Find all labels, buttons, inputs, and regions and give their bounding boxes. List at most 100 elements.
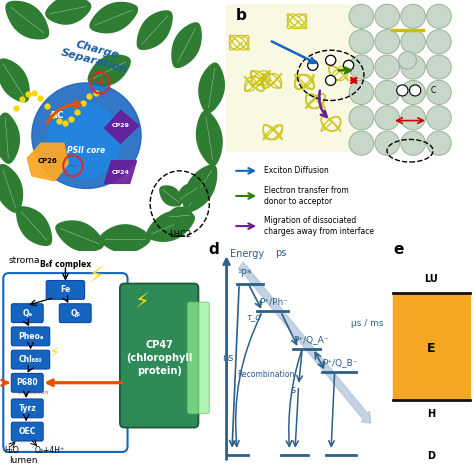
Text: Migration of dissociated
charges away from interface: Migration of dissociated charges away fr… bbox=[264, 217, 374, 236]
Circle shape bbox=[427, 30, 451, 54]
Text: ⚡: ⚡ bbox=[50, 346, 59, 360]
Polygon shape bbox=[0, 164, 22, 212]
Circle shape bbox=[399, 52, 416, 69]
Circle shape bbox=[375, 30, 400, 54]
Polygon shape bbox=[100, 225, 150, 253]
Text: P⁺/Ph⁻: P⁺/Ph⁻ bbox=[259, 298, 288, 307]
Circle shape bbox=[349, 106, 374, 130]
Circle shape bbox=[349, 81, 374, 104]
Circle shape bbox=[349, 131, 374, 155]
Polygon shape bbox=[197, 111, 222, 165]
Circle shape bbox=[401, 55, 425, 79]
Text: Excitation: Excitation bbox=[18, 390, 49, 395]
Polygon shape bbox=[172, 23, 201, 67]
Text: ¹P*: ¹P* bbox=[237, 269, 252, 279]
Polygon shape bbox=[6, 1, 48, 39]
Circle shape bbox=[349, 30, 374, 54]
Text: D: D bbox=[428, 451, 435, 461]
Circle shape bbox=[349, 55, 374, 79]
Text: H₂O: H₂O bbox=[4, 446, 19, 455]
Text: Qᵦ: Qᵦ bbox=[70, 309, 80, 318]
FancyBboxPatch shape bbox=[3, 273, 128, 452]
Text: Chl₆₈₀: Chl₆₈₀ bbox=[19, 355, 42, 364]
Text: Recombination: Recombination bbox=[237, 370, 295, 379]
FancyBboxPatch shape bbox=[11, 350, 50, 369]
Circle shape bbox=[375, 106, 400, 130]
Circle shape bbox=[326, 75, 336, 85]
Text: ⚡: ⚡ bbox=[135, 292, 149, 312]
Circle shape bbox=[410, 85, 421, 96]
Text: ns: ns bbox=[222, 353, 234, 363]
Circle shape bbox=[427, 81, 451, 104]
Circle shape bbox=[375, 81, 400, 104]
Text: stroma: stroma bbox=[9, 255, 40, 264]
Ellipse shape bbox=[32, 83, 141, 188]
Polygon shape bbox=[199, 63, 224, 113]
Circle shape bbox=[344, 60, 354, 70]
FancyBboxPatch shape bbox=[11, 422, 43, 441]
Circle shape bbox=[397, 85, 408, 96]
Circle shape bbox=[326, 55, 336, 65]
Circle shape bbox=[427, 106, 451, 130]
Circle shape bbox=[427, 131, 451, 155]
Polygon shape bbox=[0, 113, 19, 163]
Text: PSII core: PSII core bbox=[67, 146, 106, 155]
Text: s: s bbox=[291, 385, 296, 395]
Text: H: H bbox=[427, 409, 436, 419]
Circle shape bbox=[308, 60, 318, 70]
Polygon shape bbox=[184, 165, 217, 212]
Text: LU: LU bbox=[424, 273, 438, 283]
Text: −: − bbox=[67, 159, 79, 173]
Text: LHC2: LHC2 bbox=[169, 230, 191, 239]
Polygon shape bbox=[56, 221, 103, 251]
Polygon shape bbox=[105, 110, 139, 143]
Text: E: E bbox=[427, 342, 436, 355]
Text: Electron transfer from
donor to acceptor: Electron transfer from donor to acceptor bbox=[264, 186, 349, 206]
Text: OEC: OEC bbox=[18, 427, 36, 436]
Text: CP47
(chlorophyll
protein): CP47 (chlorophyll protein) bbox=[126, 340, 192, 376]
Polygon shape bbox=[46, 0, 91, 24]
Polygon shape bbox=[137, 11, 172, 49]
Text: e: e bbox=[393, 242, 403, 257]
Text: Fe: Fe bbox=[60, 285, 71, 294]
Text: lumen: lumen bbox=[9, 456, 37, 465]
Text: O₂+4H⁺: O₂+4H⁺ bbox=[35, 446, 65, 455]
Circle shape bbox=[401, 106, 425, 130]
Text: Energy: Energy bbox=[230, 249, 264, 259]
Text: B₆f complex: B₆f complex bbox=[40, 260, 91, 269]
FancyBboxPatch shape bbox=[11, 399, 43, 418]
Polygon shape bbox=[17, 207, 52, 246]
Text: Qₐ: Qₐ bbox=[22, 309, 32, 318]
Text: P680: P680 bbox=[17, 378, 38, 387]
FancyBboxPatch shape bbox=[120, 283, 199, 428]
Polygon shape bbox=[160, 186, 182, 206]
Circle shape bbox=[375, 131, 400, 155]
Circle shape bbox=[349, 4, 374, 28]
Ellipse shape bbox=[48, 103, 120, 178]
Text: P⁺/Q_A⁻: P⁺/Q_A⁻ bbox=[293, 335, 328, 344]
Polygon shape bbox=[167, 207, 192, 225]
FancyBboxPatch shape bbox=[11, 327, 50, 346]
Text: d: d bbox=[209, 242, 219, 257]
Text: +: + bbox=[95, 76, 105, 90]
FancyBboxPatch shape bbox=[188, 302, 210, 414]
Text: τ_d: τ_d bbox=[246, 312, 261, 321]
Circle shape bbox=[375, 55, 400, 79]
Text: μs / ms: μs / ms bbox=[351, 319, 383, 328]
Polygon shape bbox=[147, 211, 194, 241]
Text: Charge
Separation: Charge Separation bbox=[60, 36, 132, 74]
Text: C: C bbox=[430, 86, 436, 95]
FancyBboxPatch shape bbox=[11, 374, 43, 392]
FancyArrow shape bbox=[239, 262, 371, 423]
Polygon shape bbox=[88, 55, 130, 86]
Text: Pheoₐ: Pheoₐ bbox=[18, 332, 43, 341]
FancyBboxPatch shape bbox=[11, 304, 43, 323]
Circle shape bbox=[427, 55, 451, 79]
Bar bbox=[393, 293, 470, 400]
Text: ps: ps bbox=[275, 248, 286, 258]
Text: ⚡: ⚡ bbox=[88, 266, 104, 287]
Polygon shape bbox=[27, 143, 68, 181]
Polygon shape bbox=[105, 161, 137, 183]
Text: b: b bbox=[236, 8, 247, 23]
FancyBboxPatch shape bbox=[46, 281, 84, 300]
